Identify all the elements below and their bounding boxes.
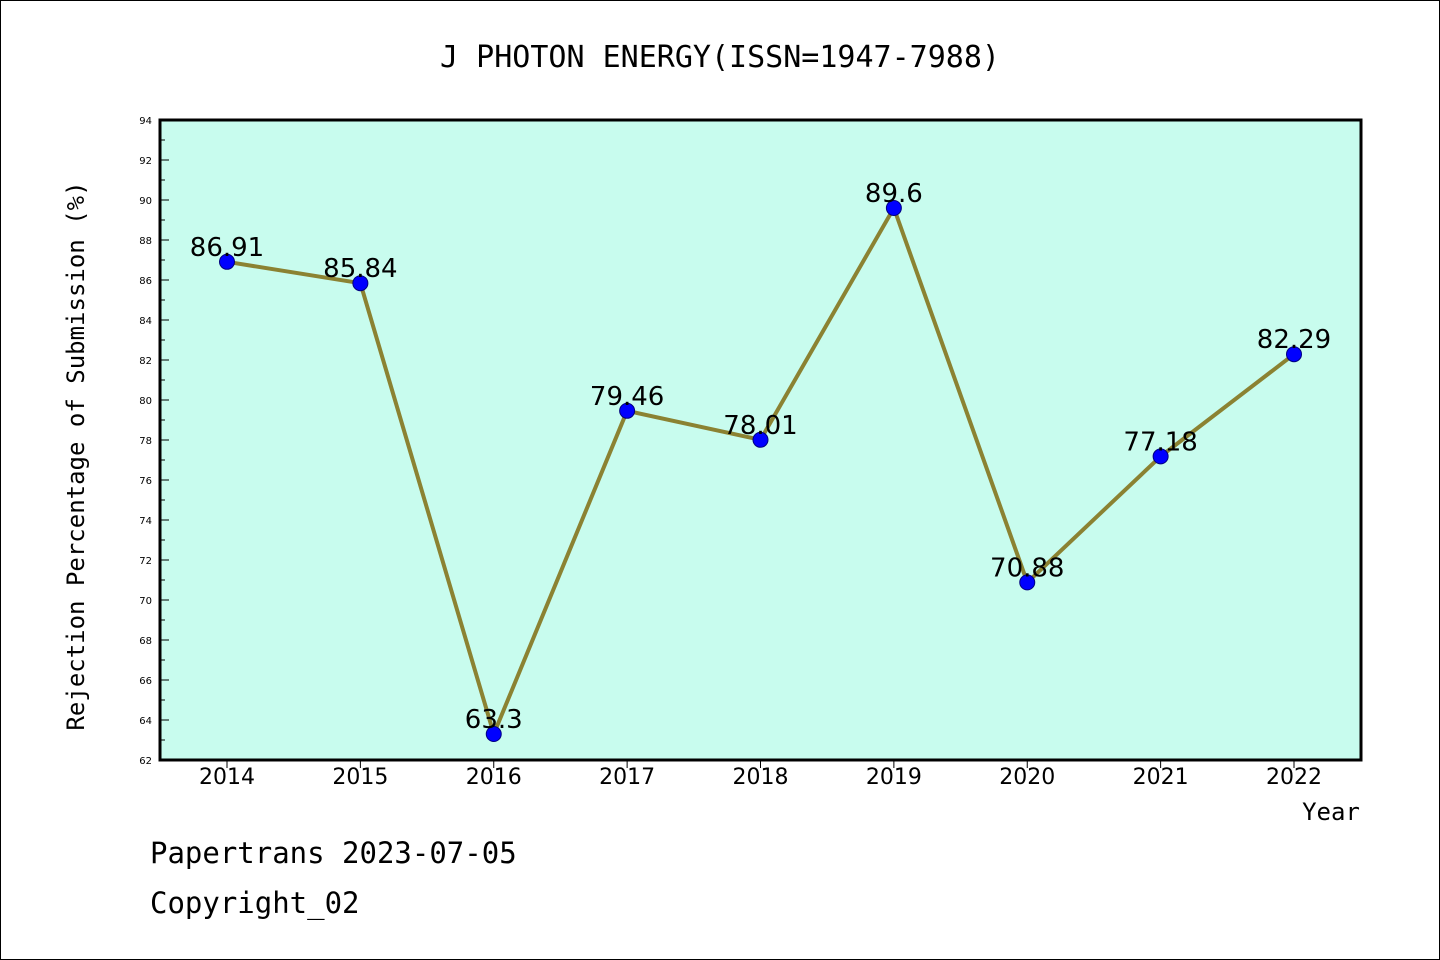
x-tick-label: 2018 xyxy=(733,765,789,790)
y-axis-title: Rejection Percentage of Submission (%) xyxy=(62,181,90,730)
x-tick-label: 2022 xyxy=(1266,765,1322,790)
data-labels: 86.91 85.84 63.3 79.46 78.01 89.6 70.88 77.18 82… xyxy=(190,179,1331,735)
data-label: 86.91 xyxy=(190,233,264,263)
data-label: 85.84 xyxy=(323,254,397,284)
y-tick-label: 64 xyxy=(139,716,152,727)
y-tick-label: 80 xyxy=(139,396,152,407)
x-axis-title: Year xyxy=(1302,798,1360,826)
y-tick-label: 88 xyxy=(139,236,152,247)
data-point-marker xyxy=(352,275,369,292)
data-point-marker xyxy=(219,253,235,270)
data-label: 78.01 xyxy=(723,411,797,441)
x-axis: 2014 2015 2016 2017 2018 2019 2020 2021 2022 xyxy=(199,760,1322,790)
footer-date: Papertrans 2023-07-05 xyxy=(150,836,517,870)
data-point-marker xyxy=(752,431,769,448)
y-tick-label: 90 xyxy=(139,196,152,207)
x-tick-label: 2020 xyxy=(999,765,1055,790)
y-tick-label: 70 xyxy=(139,596,152,607)
chart-title: J PHOTON ENERGY(ISSN=1947-7988) xyxy=(440,40,1000,75)
y-tick-label: 68 xyxy=(139,636,152,647)
y-tick-label: 94 xyxy=(139,116,152,127)
data-point-marker xyxy=(1152,448,1169,465)
data-point-marker xyxy=(1019,574,1036,591)
x-tick-label: 2017 xyxy=(599,765,655,790)
data-label: 77.18 xyxy=(1123,427,1197,457)
footer-copyright: Copyright_02 xyxy=(150,886,360,920)
y-tick-label: 86 xyxy=(139,276,152,287)
x-tick-label: 2016 xyxy=(466,765,522,790)
x-tick-label: 2021 xyxy=(1133,765,1189,790)
y-tick-label: 82 xyxy=(139,356,152,367)
x-tick-label: 2019 xyxy=(866,765,922,790)
y-tick-label: 62 xyxy=(139,756,152,767)
y-tick-label: 78 xyxy=(139,436,152,447)
data-label: 89.6 xyxy=(865,179,923,209)
data-label: 70.88 xyxy=(990,553,1064,583)
y-tick-label: 74 xyxy=(139,516,152,527)
plot-border xyxy=(158,118,1363,762)
data-label: 79.46 xyxy=(590,382,664,412)
y-tick-label: 76 xyxy=(139,476,152,487)
data-label: 63.3 xyxy=(465,705,523,735)
data-point-marker xyxy=(885,200,902,216)
data-point-marker xyxy=(485,726,502,742)
x-tick-label: 2015 xyxy=(332,765,388,790)
y-tick-label: 84 xyxy=(139,316,152,327)
data-point-marker xyxy=(1286,346,1302,363)
y-tick-label: 72 xyxy=(139,556,152,567)
data-label: 82.29 xyxy=(1257,325,1331,355)
series-markers xyxy=(219,200,1302,742)
x-tick-label: 2014 xyxy=(199,765,255,790)
y-tick-label: 92 xyxy=(139,156,152,167)
y-tick-label: 66 xyxy=(139,676,152,687)
data-point-marker xyxy=(619,402,636,419)
